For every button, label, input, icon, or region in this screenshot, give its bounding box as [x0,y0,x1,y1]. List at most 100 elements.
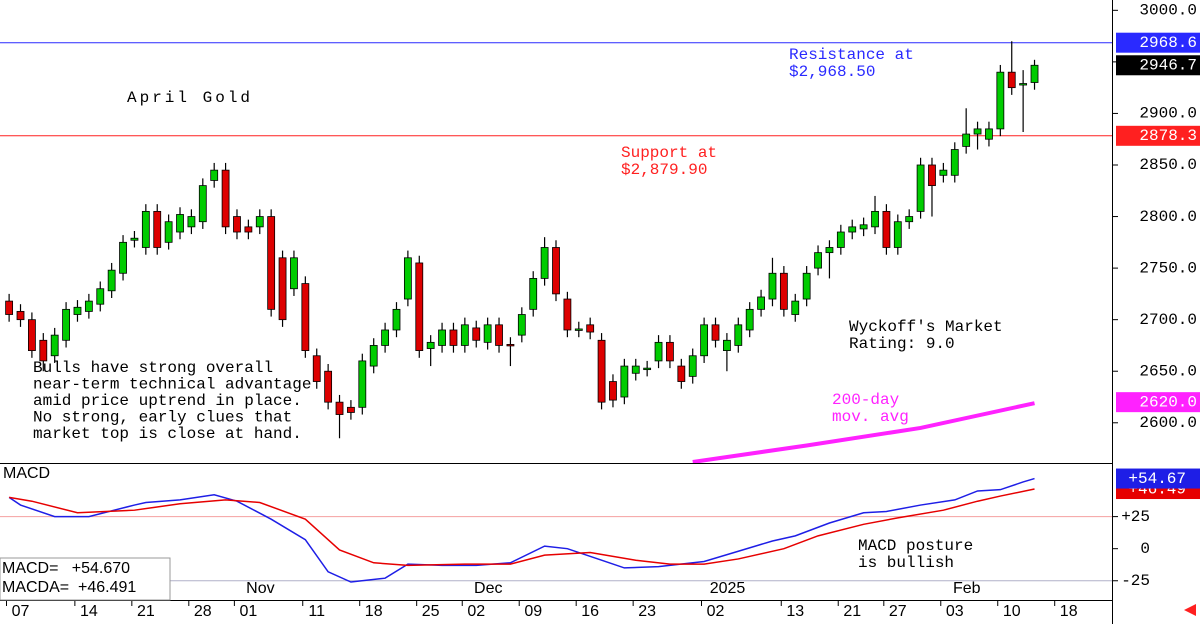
candle-body [335,401,344,415]
candle-body [882,210,891,248]
candle-body [609,381,617,401]
candle-body [517,314,526,336]
annotation: amid price uptrend in place. [33,392,302,410]
candle-body [119,241,127,274]
scroll-arrow[interactable] [1184,604,1196,616]
candle-body [871,210,879,228]
candle-body [928,164,936,187]
price-plot [5,41,1039,463]
candle-body [597,339,606,403]
candle-body [677,365,686,382]
candle-body [586,324,595,333]
macd-line [8,488,1035,567]
candle-body [96,288,105,305]
candle-body [107,269,116,292]
candle-body [221,169,230,228]
readout-box [0,557,171,601]
x-tick-label: 14 [80,603,98,620]
candle-body [574,328,583,331]
candle-body [358,360,367,408]
y-tick-label: 2700.0 [1139,311,1197,329]
candle-body [244,226,253,233]
candle-body [438,329,446,346]
candle-body [654,341,663,362]
candle-body [985,128,993,140]
candle-body [324,370,333,403]
candle-body [950,149,959,176]
macd-value-box [1116,468,1200,489]
level-label: 2878.3 [1139,127,1197,145]
moving-average [692,401,1035,463]
candle-body [381,329,389,346]
candle-body [973,128,982,135]
x-tick-label: 21 [137,603,155,620]
candle-body [153,210,162,248]
candle-body [84,300,93,312]
macd-line [8,477,1035,583]
x-tick-label: 01 [239,603,257,620]
y-tick-label: 2900.0 [1139,105,1197,123]
candle-body [768,272,777,300]
candle-body [700,324,709,357]
candle-body [5,300,14,315]
candle-body [563,298,572,331]
y-tick-label: 2650.0 [1139,362,1197,380]
candle-body [233,216,241,233]
candle-body [734,324,743,346]
month-label: Dec [474,580,502,597]
annotation: $2,879.90 [621,161,707,179]
y-tick-label: 0 [1140,540,1150,558]
y-tick-label: -25 [1121,572,1150,590]
candle-body [187,216,196,228]
candle-body [278,257,287,321]
candle-body [460,324,469,346]
level-box [1116,32,1200,53]
annotation: No strong, early clues that [33,409,292,427]
candle-body [28,319,36,352]
candle-body [859,224,868,230]
candle-body [73,306,82,315]
candle-body [16,311,25,321]
candle-body [791,300,800,315]
candle-body [745,308,754,331]
candle-body [643,367,652,371]
candle-body [836,231,845,248]
candle-body [130,237,139,241]
candle-body [916,164,925,212]
candle-body [552,247,560,295]
macd-title: MACD [3,465,50,482]
x-tick-label: 25 [422,603,440,620]
candle-body [62,308,70,341]
x-tick-label: 28 [194,603,212,620]
price-label: 2946.7 [1139,56,1197,74]
month-label: Nov [246,580,274,597]
month-label: 2025 [710,580,746,597]
price-label: 2620.0 [1139,393,1197,411]
candle-body [893,221,902,248]
candle-body [848,226,857,233]
candle-body [255,216,264,228]
candle-body [290,257,298,290]
candle-body [301,283,310,352]
candle-body [312,355,321,382]
annotation: Wyckoff's Market [849,318,1003,336]
candle-body [666,341,674,362]
candle-body [472,327,481,341]
x-tick-label: 13 [786,603,804,620]
candle-body [347,406,355,413]
macd-readout: MACDA= +46.491 [2,579,136,596]
x-tick-label: 27 [889,603,907,620]
candle-body [50,334,59,357]
candle-body [779,272,788,310]
level-box [1116,125,1200,146]
macd-readout: MACD= +54.670 [2,560,130,577]
y-tick-label: 2850.0 [1139,156,1197,174]
candle-body [449,329,458,346]
candle-body [711,324,720,341]
price-box [1116,392,1200,413]
candle-body [1030,64,1039,83]
candle-body [757,296,765,310]
candle-body [506,344,515,347]
candle-body [141,210,150,248]
